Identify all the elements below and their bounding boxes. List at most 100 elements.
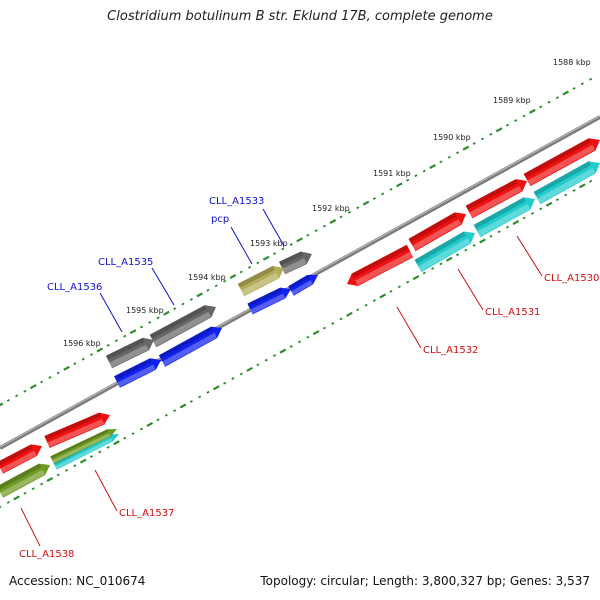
scale-tick-major (512, 220, 520, 226)
scale-label-1591: 1591 kbp (373, 169, 411, 178)
scale-tick-minor (555, 198, 559, 202)
scale-tick-minor (206, 390, 210, 394)
scale-tick-minor (56, 473, 60, 477)
scale-tick-minor (530, 212, 535, 215)
scale-tick-minor (173, 409, 177, 413)
scale-tick-major (562, 90, 570, 96)
scale-tick-minor (23, 491, 27, 495)
scale-labels: 1588 kbp 1589 kbp 1590 kbp 1591 kbp 1592… (63, 58, 591, 348)
scale-tick-major (545, 201, 553, 207)
scale-tick-minor (331, 322, 335, 325)
scale-tick-minor (256, 261, 260, 265)
scale-tick-minor (522, 216, 526, 220)
scale-tick-major (296, 237, 303, 243)
scale-tick-minor (322, 326, 327, 330)
scale-tick-major (395, 182, 403, 188)
scale-tick-minor (322, 224, 327, 228)
scale-tick-minor (314, 229, 318, 233)
scale-tick-minor (431, 267, 435, 270)
scale-tick-minor (198, 395, 202, 399)
scale-tick-minor (0, 505, 2, 509)
scale-tick-major (179, 403, 187, 409)
scale-ticks-inner (0, 179, 593, 509)
scale-tick-major (246, 366, 253, 372)
scale-tick-minor (98, 450, 102, 454)
scale-tick-minor (455, 151, 460, 155)
leader-cll-a1530 (516, 235, 543, 277)
scale-tick-minor (464, 248, 468, 252)
scale-tick-major (0, 402, 4, 407)
scale-label-1589: 1589 kbp (493, 96, 531, 105)
scale-tick-minor (539, 105, 543, 109)
leader-cll-a1533 (262, 208, 285, 247)
scale-tick-minor (173, 307, 177, 311)
scale-tick-minor (564, 193, 568, 197)
label-cll-a1536: CLL_A1536 (47, 282, 102, 293)
label-pcp: pcp (211, 214, 229, 225)
scale-tick-minor (472, 244, 476, 247)
scale-tick-minor (6, 399, 10, 402)
label-cll-a1530: CLL_A1530 (544, 273, 599, 284)
scale-tick-minor (106, 445, 110, 449)
scale-tick-minor (406, 280, 410, 284)
label-cll-a1533: CLL_A1533 (209, 196, 264, 207)
scale-tick-minor (364, 303, 368, 307)
gene-cll-a1537-a (44, 412, 110, 448)
scale-tick-minor (555, 96, 559, 100)
leader-cll-a1535 (151, 267, 175, 306)
scale-tick-major (79, 458, 87, 464)
scale-tick-minor (397, 285, 401, 289)
scale-tick-major (13, 495, 20, 501)
scale-tick-minor (264, 358, 268, 362)
scale-tick-minor (406, 178, 410, 182)
scale-tick-minor (123, 436, 127, 440)
scale-tick-minor (539, 207, 543, 211)
scale-tick-minor (15, 394, 19, 398)
scale-tick-minor (148, 321, 152, 324)
leader-pcp (230, 226, 253, 265)
label-cll-a1537: CLL_A1537 (119, 508, 174, 519)
scale-tick-major (529, 108, 536, 114)
scale-label-1594: 1594 kbp (188, 273, 226, 282)
scale-tick-minor (223, 381, 227, 385)
scale-tick-minor (156, 316, 160, 320)
scale-tick-minor (189, 298, 193, 301)
gene-cll-a1531-b (473, 197, 535, 238)
gene-pcp-b (247, 287, 291, 315)
scale-tick-minor (414, 174, 418, 178)
scale-tick-minor (231, 377, 235, 380)
scale-tick-minor (572, 189, 576, 192)
map-title: Clostridium botulinum B str. Eklund 17B,… (107, 9, 493, 24)
scale-tick-minor (572, 87, 576, 90)
scale-tick-minor (439, 160, 443, 164)
gene-cll-a1535-b (158, 326, 222, 367)
scale-tick-minor (272, 354, 277, 357)
scale-tick-minor (40, 380, 44, 384)
scale-tick-minor (589, 179, 593, 183)
scale-tick-minor (489, 132, 493, 136)
scale-tick-minor (372, 197, 376, 200)
gene-cll-a1530-b (533, 161, 600, 205)
scale-tick-minor (256, 363, 260, 367)
scale-tick-minor (56, 371, 60, 375)
scale-tick-major (462, 145, 470, 151)
scale-tick-major (279, 348, 287, 354)
scale-tick-minor (106, 343, 110, 347)
scale-tick-minor (439, 262, 443, 266)
scale-tick-minor (281, 247, 285, 251)
scale-tick-major (129, 329, 137, 335)
scale-tick-minor (297, 340, 302, 344)
scale-tick-minor (589, 77, 593, 81)
scale-tick-minor (306, 335, 310, 339)
scale-tick-minor (40, 482, 44, 486)
scale-tick-minor (497, 230, 501, 234)
scale-tick-minor (223, 279, 227, 283)
scale-tick-minor (89, 455, 94, 458)
scale-tick-minor (339, 215, 343, 219)
scale-tick-major (146, 421, 154, 427)
gene-labels: CLL_A1533 pcp CLL_A1535 CLL_A1536 CLL_A1… (19, 196, 599, 560)
scale-tick-major (212, 385, 220, 391)
gene-cll-a1538-a (0, 444, 42, 474)
gene-features (0, 138, 600, 498)
